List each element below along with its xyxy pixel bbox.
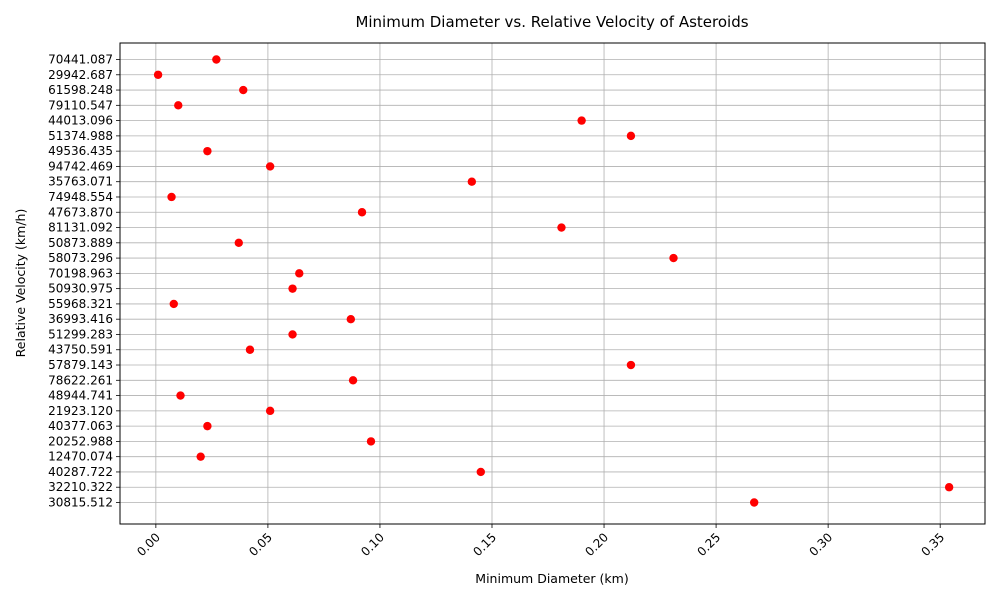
y-tick-label: 79110.547 bbox=[48, 98, 113, 112]
y-axis-label: Relative Velocity (km/h) bbox=[13, 209, 28, 358]
x-tick-label: 0.10 bbox=[358, 530, 387, 559]
data-point bbox=[557, 223, 566, 232]
data-point bbox=[239, 85, 248, 95]
data-point bbox=[626, 360, 636, 370]
x-axis-ticks: 0.00 0.05 0.10 0.15 0.20 0.25 0.30 0.35 bbox=[134, 524, 947, 559]
y-tick-label: 61598.248 bbox=[48, 83, 113, 97]
y-tick-label: 40287.722 bbox=[48, 465, 113, 479]
data-point bbox=[265, 162, 275, 171]
data-point bbox=[167, 192, 176, 202]
y-tick-label: 12470.074 bbox=[48, 450, 113, 464]
data-point bbox=[203, 146, 212, 156]
data-point bbox=[174, 101, 183, 110]
data-point bbox=[467, 177, 477, 186]
data-point bbox=[348, 376, 358, 385]
data-point bbox=[265, 406, 275, 416]
data-point bbox=[234, 238, 243, 248]
chart-title: Minimum Diameter vs. Relative Velocity o… bbox=[355, 13, 748, 31]
x-tick-label: 0.00 bbox=[134, 530, 163, 559]
data-point bbox=[944, 483, 954, 492]
data-point bbox=[577, 116, 586, 125]
y-tick-label: 81131.092 bbox=[48, 221, 113, 235]
y-tick-label: 36993.416 bbox=[48, 312, 113, 326]
data-point bbox=[212, 55, 221, 64]
x-tick-label: 0.35 bbox=[919, 530, 948, 559]
data-point bbox=[357, 208, 367, 217]
data-point bbox=[476, 467, 485, 477]
y-tick-label: 44013.096 bbox=[48, 114, 113, 128]
data-point bbox=[288, 330, 297, 339]
y-tick-label: 51374.988 bbox=[48, 129, 113, 143]
data-point bbox=[153, 70, 163, 79]
grid-lines bbox=[120, 43, 985, 524]
y-tick-label: 20252.988 bbox=[48, 434, 113, 448]
x-tick-label: 0.05 bbox=[246, 530, 275, 559]
y-tick-label: 21923.120 bbox=[48, 404, 113, 418]
y-tick-label: 35763.071 bbox=[48, 175, 113, 189]
data-point bbox=[203, 421, 212, 431]
y-tick-label: 30815.512 bbox=[48, 496, 113, 510]
y-tick-label: 94742.469 bbox=[48, 159, 113, 173]
data-points bbox=[153, 55, 954, 507]
y-tick-label: 47673.870 bbox=[48, 205, 113, 219]
data-point bbox=[176, 391, 185, 400]
y-tick-label: 57879.143 bbox=[48, 358, 113, 372]
y-tick-label: 70441.087 bbox=[48, 53, 113, 67]
data-point bbox=[346, 314, 356, 324]
data-point bbox=[169, 299, 178, 309]
data-point bbox=[288, 284, 297, 293]
y-tick-label: 49536.435 bbox=[48, 144, 113, 158]
y-tick-label: 70198.963 bbox=[48, 266, 113, 280]
y-tick-label: 58073.296 bbox=[48, 251, 113, 265]
x-axis-label: Minimum Diameter (km) bbox=[475, 571, 628, 586]
data-point bbox=[749, 498, 759, 507]
plot-frame bbox=[119, 42, 986, 525]
y-tick-label: 29942.687 bbox=[48, 68, 113, 82]
y-tick-label: 51299.283 bbox=[48, 327, 113, 341]
y-tick-label: 78622.261 bbox=[48, 373, 113, 387]
y-tick-label: 55968.321 bbox=[48, 297, 113, 311]
data-point bbox=[366, 437, 376, 446]
data-point bbox=[245, 345, 255, 354]
y-tick-label: 48944.741 bbox=[48, 389, 113, 403]
y-tick-label: 43750.591 bbox=[48, 343, 113, 357]
y-tick-label: 74948.554 bbox=[48, 190, 113, 204]
data-point bbox=[196, 452, 205, 461]
data-point bbox=[669, 253, 678, 263]
x-tick-label: 0.20 bbox=[582, 530, 611, 559]
y-tick-label: 40377.063 bbox=[48, 419, 113, 433]
y-tick-label: 50873.889 bbox=[48, 236, 113, 250]
x-tick-label: 0.15 bbox=[470, 530, 499, 559]
y-tick-label: 50930.975 bbox=[48, 282, 113, 296]
data-point bbox=[295, 269, 304, 278]
y-tick-label: 32210.322 bbox=[48, 480, 113, 494]
data-point bbox=[626, 131, 636, 141]
x-tick-label: 0.30 bbox=[806, 530, 835, 559]
x-tick-label: 0.25 bbox=[694, 530, 723, 559]
